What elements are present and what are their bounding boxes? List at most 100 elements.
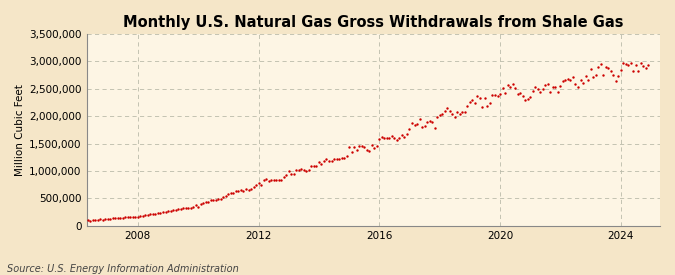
Point [333,156,344,161]
Point [626,61,637,65]
Point [339,156,350,160]
Point [90,218,101,222]
Point [84,218,95,223]
Point [115,216,126,220]
Point [578,81,589,85]
Point [173,207,184,211]
Point [392,138,402,142]
Point [223,192,234,196]
Point [608,73,618,77]
Point [635,60,646,65]
Point [512,92,523,97]
Point [72,219,83,224]
Point [475,95,485,100]
Point [231,189,242,193]
Point [412,122,423,127]
Point [117,216,128,220]
Point [525,94,536,99]
Point [545,89,556,94]
Point [515,90,526,95]
Point [344,145,354,149]
Point [256,183,267,187]
Point [228,190,239,195]
Point [487,93,498,97]
Point [291,168,302,172]
Point [394,136,405,140]
Point [132,214,143,219]
Title: Monthly U.S. Natural Gas Gross Withdrawals from Shale Gas: Monthly U.S. Natural Gas Gross Withdrawa… [123,15,624,30]
Point [122,215,133,220]
Point [613,74,624,78]
Point [560,78,571,82]
Point [610,79,621,83]
Point [568,75,578,80]
Point [336,156,347,161]
Point [286,171,297,176]
Point [208,198,219,202]
Point [349,144,360,149]
Point [432,115,443,119]
Point [160,209,171,214]
Point [263,179,274,183]
Point [502,82,513,87]
Point [374,137,385,141]
Point [120,215,131,220]
Point [429,126,440,131]
Point [248,185,259,189]
Point [213,197,223,201]
Point [145,212,156,217]
Point [600,65,611,69]
Point [77,219,88,223]
Point [507,82,518,86]
Point [82,218,93,223]
Point [472,94,483,98]
Point [641,66,651,71]
Point [157,210,168,214]
Point [439,109,450,113]
Point [225,191,236,196]
Point [477,104,488,109]
Point [572,85,583,89]
Point [562,76,573,81]
Point [598,73,609,77]
Point [326,159,337,163]
Point [522,96,533,101]
Point [341,153,352,158]
Point [198,201,209,205]
Point [138,214,148,218]
Point [211,198,221,202]
Point [221,194,232,199]
Point [176,207,186,211]
Point [616,68,626,73]
Point [200,200,211,204]
Point [178,206,188,210]
Point [261,177,271,181]
Point [492,94,503,98]
Point [306,164,317,169]
Point [92,218,103,222]
Point [590,73,601,77]
Point [389,136,400,140]
Point [323,159,334,163]
Point [404,127,415,131]
Point [268,178,279,183]
Point [379,136,389,141]
Point [406,121,417,125]
Point [319,159,329,163]
Point [153,211,163,215]
Point [281,173,292,177]
Point [163,209,173,214]
Point [485,101,495,106]
Point [633,69,644,73]
Point [558,79,568,84]
Point [167,208,178,212]
Point [233,188,244,193]
Point [580,74,591,78]
Point [304,167,315,172]
Point [259,178,269,182]
Point [308,164,319,168]
Point [188,205,198,209]
Point [399,135,410,140]
Point [271,178,281,182]
Point [266,178,277,182]
